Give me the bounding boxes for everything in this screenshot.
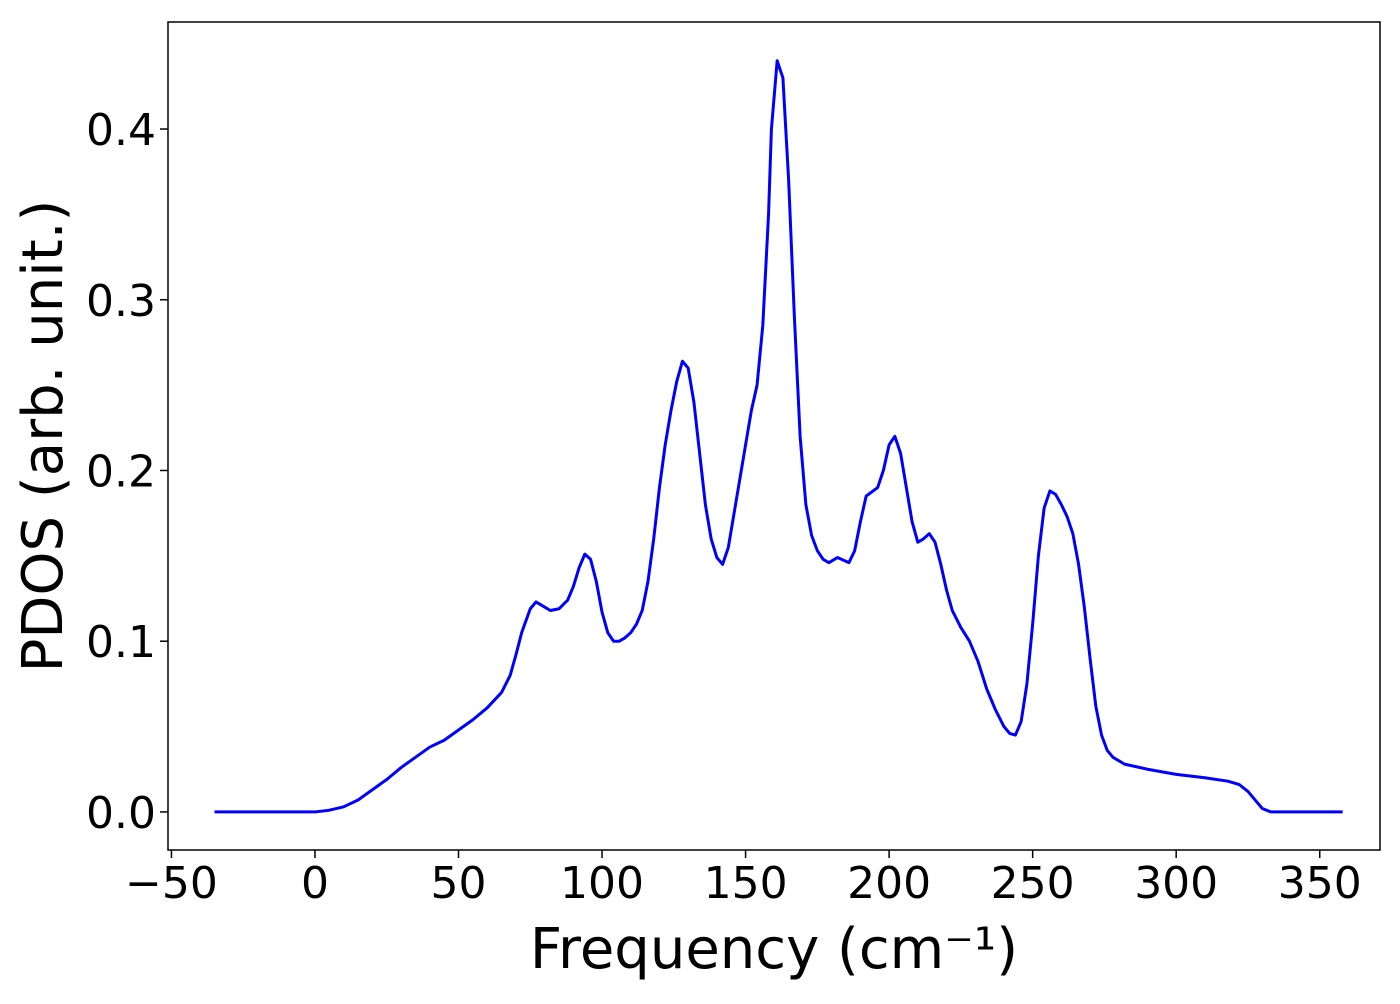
x-tick-label: 100 bbox=[560, 858, 644, 909]
x-tick-label: 300 bbox=[1134, 858, 1218, 909]
x-tick-label: −50 bbox=[125, 858, 218, 909]
x-tick-label: 250 bbox=[991, 858, 1075, 909]
y-tick-label: 0.0 bbox=[86, 788, 156, 839]
x-tick-label: 150 bbox=[704, 858, 788, 909]
y-axis-label: PDOS (arb. unit.) bbox=[11, 200, 76, 673]
y-tick-label: 0.4 bbox=[86, 105, 156, 156]
x-tick-label: 50 bbox=[431, 858, 487, 909]
x-tick-label: 0 bbox=[301, 858, 329, 909]
data-line bbox=[214, 59, 1343, 814]
x-tick-label: 200 bbox=[847, 858, 931, 909]
y-tick-label: 0.1 bbox=[86, 617, 156, 668]
plot-frame bbox=[167, 21, 1381, 851]
y-tick-label: 0.3 bbox=[86, 276, 156, 327]
x-axis-label: Frequency (cm⁻¹) bbox=[530, 917, 1018, 982]
y-tick-label: 0.2 bbox=[86, 446, 156, 497]
x-tick-label: 350 bbox=[1278, 858, 1362, 909]
